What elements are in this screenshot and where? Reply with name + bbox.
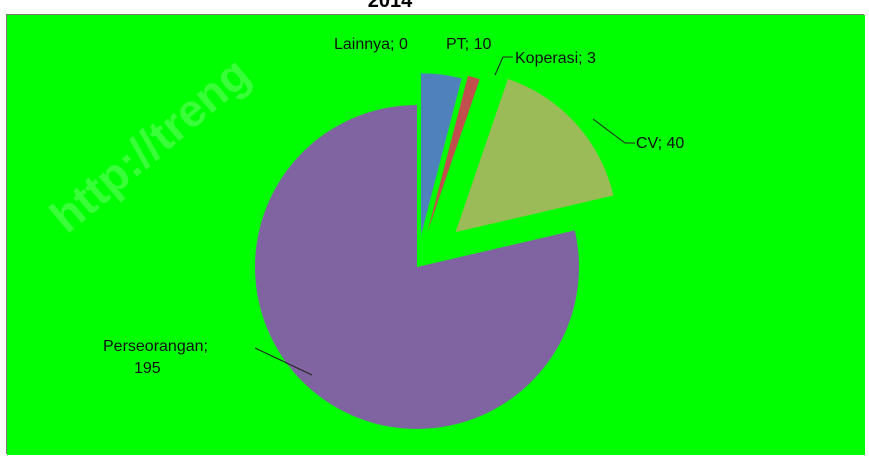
data-label-koperasi: Koperasi; 3 [515, 50, 596, 67]
chart-title: 2014 [330, 0, 450, 12]
data-label-perseorangan-value: 195 [134, 360, 161, 377]
data-label-lainnya: Lainnya; 0 [334, 36, 408, 53]
leader-line-perseorangan [254, 347, 313, 376]
pie-chart: http://treng Lainnya; 0 PT; 10 Koperasi;… [7, 15, 865, 455]
pie-slice-koperasi [427, 75, 480, 233]
pie-slices [255, 73, 614, 430]
leader-lines [254, 56, 635, 376]
chart-area: http://treng Lainnya; 0 PT; 10 Koperasi;… [6, 14, 865, 455]
leader-line-koperasi [494, 56, 513, 76]
data-label-perseorangan: Perseorangan; [103, 338, 208, 355]
pie-slice-cv [455, 78, 614, 233]
pie-slice-perseorangan [255, 105, 579, 430]
leader-line-cv [592, 118, 635, 144]
data-label-cv: CV; 40 [636, 135, 684, 152]
chart-title-text: 2014 [367, 0, 413, 12]
pie-slice-pt [421, 73, 462, 236]
data-label-pt: PT; 10 [446, 36, 491, 53]
